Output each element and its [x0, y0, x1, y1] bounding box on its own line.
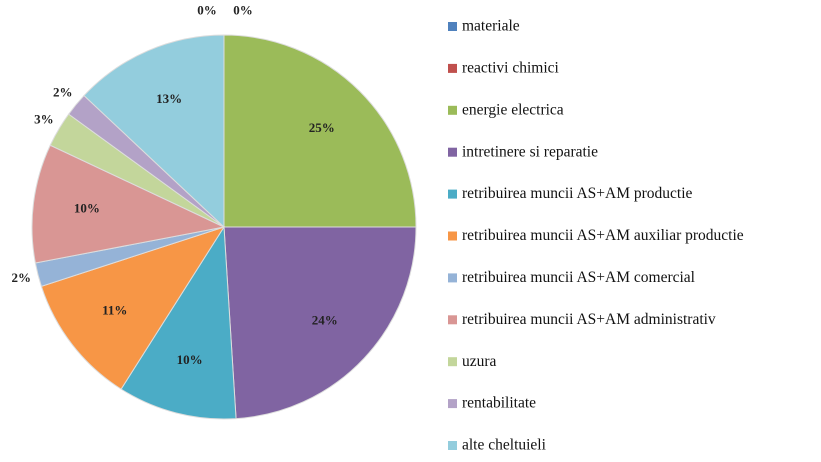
legend-label: retribuirea muncii AS+AM productie [462, 185, 693, 202]
pie-slice [120, 225, 237, 420]
legend-label: energie electrica [462, 101, 564, 118]
legend-label: rentabilitate [462, 395, 536, 412]
data-label: 10% [74, 201, 100, 216]
data-label: 13% [156, 91, 182, 106]
legend-label: reactivi chimici [462, 59, 560, 76]
data-label: 2% [53, 85, 73, 100]
data-label: 0% [197, 3, 217, 18]
legend-swatch [448, 22, 457, 31]
legend-label: intretinere si reparatie [462, 143, 598, 160]
data-label: 11% [102, 303, 127, 318]
pie-slice [31, 144, 226, 264]
legend-swatch [448, 231, 457, 241]
legend-swatch [448, 147, 457, 157]
legend-label: materiale [462, 18, 520, 35]
data-label: 2% [12, 270, 32, 285]
legend-swatch [448, 399, 457, 409]
data-label: 10% [177, 352, 203, 367]
legend-swatch [448, 315, 457, 325]
legend-label: retribuirea muncii AS+AM comercial [462, 269, 695, 286]
legend-swatch [448, 105, 457, 115]
pie-slice [223, 34, 417, 228]
data-label: 24% [312, 313, 338, 328]
pie-slice [223, 226, 417, 420]
data-label: 3% [34, 111, 54, 126]
legend-swatch [448, 63, 457, 73]
legend-swatch [448, 273, 457, 283]
legend-swatch [448, 189, 457, 199]
pie-slice [83, 34, 225, 229]
legend-label: alte cheltuieli [462, 437, 547, 454]
legend-label: retribuirea muncii AS+AM administrativ [462, 311, 716, 328]
data-label: 0% [233, 3, 253, 18]
legend-label: uzura [462, 353, 497, 370]
pie-slice [40, 226, 226, 390]
legend-label: retribuirea muncii AS+AM auxiliar produc… [462, 227, 744, 244]
data-label: 25% [309, 120, 335, 135]
legend-swatch [448, 357, 457, 367]
legend-swatch [448, 441, 457, 450]
